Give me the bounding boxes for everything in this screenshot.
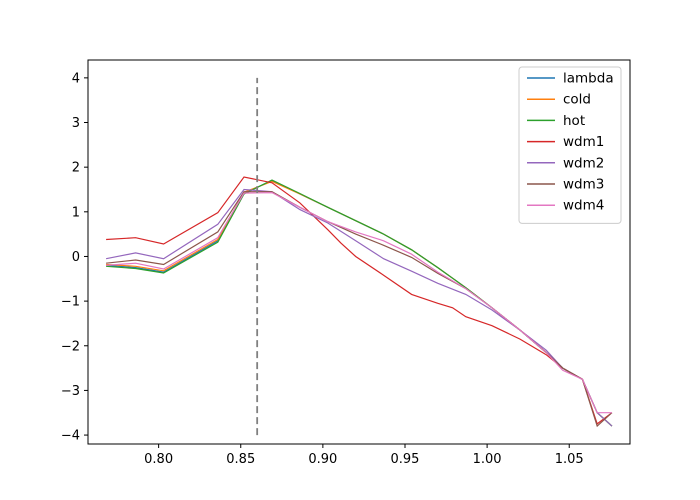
legend-label-wdm4: wdm4 [563, 198, 604, 214]
series-line-wdm4 [106, 191, 612, 414]
legend-label-wdm2: wdm2 [563, 155, 604, 171]
y-tick-label: 2 [72, 161, 80, 176]
legend-label-wdm1: wdm1 [563, 134, 604, 150]
x-axis-ticks: 0.80 0.85 0.90 0.95 1.00 1.05 [144, 444, 584, 467]
x-tick-label: 1.05 [555, 452, 584, 467]
y-tick-label: −1 [61, 295, 80, 310]
y-tick-label: 0 [72, 250, 80, 265]
series-line-wdm2 [105, 188, 613, 427]
y-tick-label: 1 [72, 205, 80, 220]
y-tick-label: −4 [61, 429, 80, 444]
legend-label-cold: cold [563, 92, 591, 108]
plot-lines [105, 176, 613, 428]
legend-label-lambda: lambda [563, 71, 614, 87]
x-tick-label: 0.95 [391, 452, 420, 467]
x-tick-label: 0.90 [308, 452, 337, 467]
legend-label-wdm3: wdm3 [563, 177, 604, 193]
y-tick-label: 3 [72, 116, 80, 131]
x-tick-label: 0.85 [226, 452, 255, 467]
x-tick-label: 1.00 [473, 452, 502, 467]
legend: lambda cold hot wdm1 wdm2 wdm3 wdm4 [518, 66, 622, 224]
legend-label-hot: hot [563, 113, 585, 129]
y-tick-label: 4 [72, 71, 80, 86]
axes-frame [87, 59, 631, 445]
y-tick-label: −2 [61, 339, 80, 354]
series-line-wdm3 [106, 191, 613, 428]
x-tick-label: 0.80 [144, 452, 173, 467]
y-axis-ticks: −4 −3 −2 −1 0 1 2 3 4 [61, 71, 88, 444]
y-tick-label: −3 [61, 384, 80, 399]
